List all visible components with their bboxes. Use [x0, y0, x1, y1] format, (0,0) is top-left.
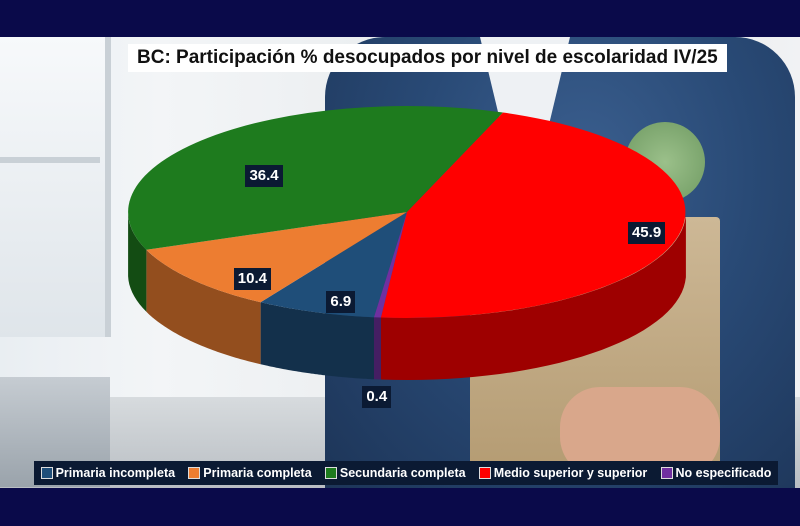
chart-legend: Primaria incompleta Primaria completa Secu…: [34, 461, 778, 485]
pie-slice-no-especificado: [374, 212, 407, 318]
legend-label: No especificado: [675, 466, 772, 480]
legend-label: Primaria completa: [203, 466, 312, 480]
pie-sides: [128, 214, 686, 380]
legend-swatch-icon: [188, 467, 201, 479]
legend-swatch-icon: [324, 467, 337, 479]
data-label-secundaria-completa: 36.4: [245, 165, 283, 188]
chart-title: BC: Participación % desocupados por nive…: [128, 44, 727, 72]
legend-label: Secundaria completa: [339, 466, 466, 480]
pie-side-primaria-incompleta: [260, 302, 374, 380]
legend-label: Primaria incompleta: [55, 466, 176, 480]
data-label-primaria-completa: 10.4: [233, 267, 271, 290]
pie-side-secundaria-completa: [128, 214, 147, 312]
pie-slice-primaria-incompleta: [260, 212, 407, 318]
pie-slice-medio-superior-y-superior: [380, 112, 686, 318]
data-label-medio-superior-y-superior: 45.9: [627, 221, 666, 244]
data-label-no-especificado: 0.4: [362, 386, 392, 409]
legend-item-secundaria-completa: Secundaria completa: [324, 466, 466, 480]
pie-slice-secundaria-completa: [128, 106, 503, 250]
data-label-primaria-incompleta: 6.9: [326, 291, 356, 314]
window-image: [0, 37, 111, 337]
pie-side-primaria-completa: [146, 249, 261, 365]
pie-top: [128, 106, 686, 318]
legend-item-no-especificado: No especificado: [660, 466, 772, 480]
legend-item-primaria-completa: Primaria completa: [188, 466, 312, 480]
pie-slice-primaria-completa: [146, 212, 407, 303]
pie-side-no-especificado: [374, 317, 381, 380]
pie-side-medio-superior-y-superior: [380, 215, 686, 380]
legend-label: Medio superior y superior: [493, 466, 648, 480]
legend-swatch-icon: [660, 467, 673, 479]
legend-item-medio-superior-y-superior: Medio superior y superior: [478, 466, 648, 480]
legend-item-primaria-incompleta: Primaria incompleta: [40, 466, 176, 480]
legend-swatch-icon: [40, 467, 53, 479]
window-frame-image: [0, 157, 100, 163]
legend-swatch-icon: [478, 467, 491, 479]
